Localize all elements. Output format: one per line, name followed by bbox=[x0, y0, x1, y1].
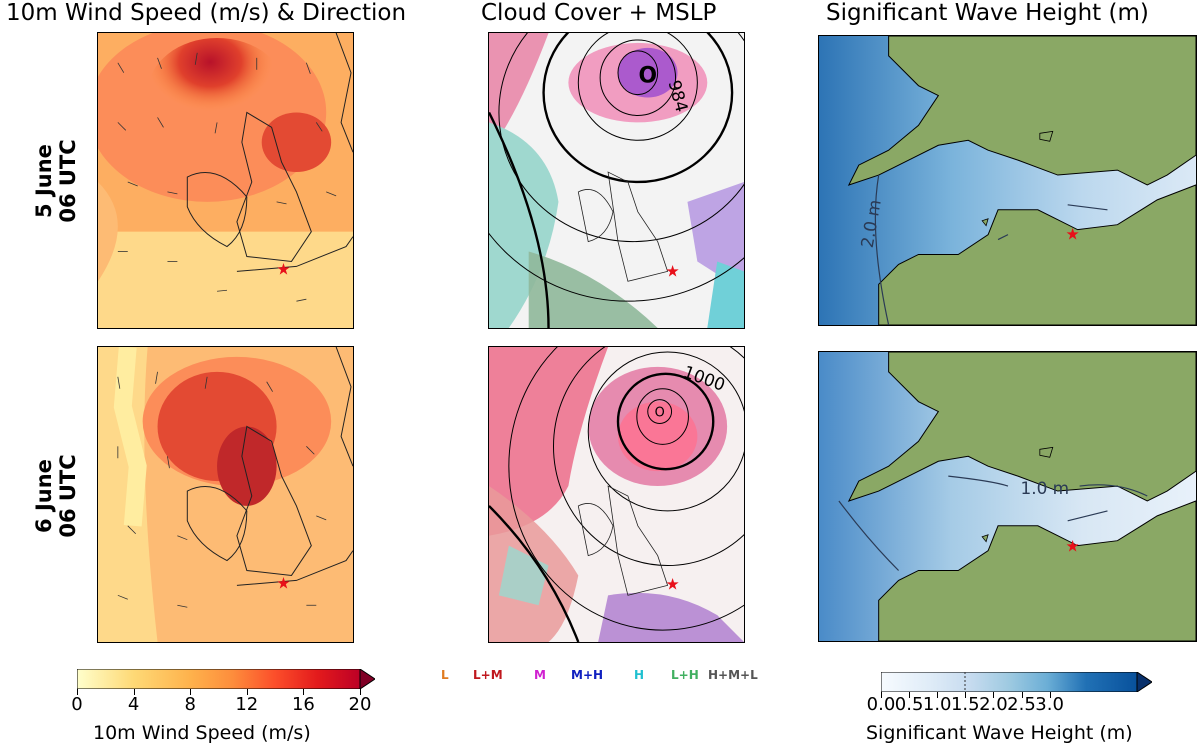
wave-tick-mark bbox=[881, 692, 882, 698]
cloud-column-title: Cloud Cover + MSLP bbox=[481, 0, 717, 26]
wave-tick-label: 1.5 bbox=[950, 694, 980, 715]
wind-tick-mark bbox=[133, 689, 135, 695]
low-center-label: O bbox=[638, 64, 657, 89]
row-2-day: 6 June bbox=[32, 459, 56, 533]
wind-colorbar-label: 10m Wind Speed (m/s) bbox=[93, 722, 311, 744]
wave-tick-label: 1.0 bbox=[922, 694, 952, 715]
wave-tick-label: 0.5 bbox=[894, 694, 924, 715]
cloud-map-5june: O 984 ★ bbox=[488, 32, 745, 329]
wave-tick-mark bbox=[993, 692, 995, 698]
row-1-day: 5 June bbox=[32, 144, 56, 218]
row-1-time: 06 UTC bbox=[56, 139, 80, 223]
wind-tick-label: 16 bbox=[291, 694, 315, 715]
cloud-legend-item: H+M+L bbox=[708, 668, 758, 682]
wind-tick-mark bbox=[360, 689, 361, 695]
wind-tick-label: 8 bbox=[184, 694, 196, 715]
row-label-2: 6 June 06 UTC bbox=[32, 426, 80, 566]
wave-tick-label: 3.0 bbox=[1035, 694, 1064, 715]
wave-tick-label: 2.5 bbox=[1007, 694, 1036, 715]
wave-tick-mark bbox=[1049, 692, 1051, 698]
site-star-icon: ★ bbox=[1066, 537, 1080, 556]
wind-tick-label: 4 bbox=[127, 694, 140, 715]
wind-tick-mark bbox=[190, 689, 192, 695]
wind-tick-mark bbox=[303, 689, 305, 695]
wind-colorbar bbox=[77, 669, 375, 689]
wind-map-5june: ★ bbox=[97, 32, 354, 329]
wave-column-title: Significant Wave Height (m) bbox=[826, 0, 1149, 26]
cloud-legend-item: M+H bbox=[571, 668, 604, 682]
low-center-label: O bbox=[655, 406, 665, 421]
wave-map-6june: 1.0 m ★ bbox=[818, 351, 1197, 642]
wind-tick-label: 12 bbox=[235, 694, 259, 715]
wave-colorbar-label: Significant Wave Height (m) bbox=[866, 722, 1133, 744]
site-star-icon: ★ bbox=[665, 574, 679, 593]
wind-map-6june: ★ bbox=[97, 346, 354, 643]
wave-tick-label: 0.0 bbox=[866, 694, 896, 715]
wave-colorbar bbox=[881, 672, 1152, 692]
cloud-legend-item: L bbox=[441, 668, 449, 682]
cloud-legend-item: L+H bbox=[671, 668, 699, 682]
wave-map-5june: 2.0 m ★ bbox=[818, 35, 1197, 326]
cloud-legend-item: M bbox=[534, 668, 546, 682]
cloud-map-6june: O 1000 ★ bbox=[488, 346, 745, 643]
wave-tick-label: 2.0 bbox=[979, 694, 1008, 715]
site-star-icon: ★ bbox=[665, 261, 679, 280]
wind-tick-mark bbox=[246, 689, 248, 695]
wind-tick-label: 20 bbox=[348, 694, 372, 715]
wave-tick-mark bbox=[1021, 692, 1023, 698]
row-label-1: 5 June 06 UTC bbox=[32, 111, 80, 251]
wind-tick-mark bbox=[77, 689, 78, 695]
wave-tick-mark bbox=[965, 692, 967, 698]
cloud-legend-item: L+M bbox=[473, 668, 503, 682]
site-star-icon: ★ bbox=[276, 573, 290, 592]
wave-tick-mark bbox=[909, 692, 911, 698]
wave-contour-label: 1.0 m bbox=[1020, 478, 1069, 498]
wind-column-title: 10m Wind Speed (m/s) & Direction bbox=[6, 0, 407, 26]
cloud-legend-item: H bbox=[634, 668, 645, 682]
site-star-icon: ★ bbox=[1066, 225, 1080, 244]
wind-tick-label: 0 bbox=[71, 694, 83, 715]
site-star-icon: ★ bbox=[276, 259, 290, 278]
row-2-time: 06 UTC bbox=[56, 454, 80, 538]
wave-tick-mark bbox=[937, 692, 939, 698]
